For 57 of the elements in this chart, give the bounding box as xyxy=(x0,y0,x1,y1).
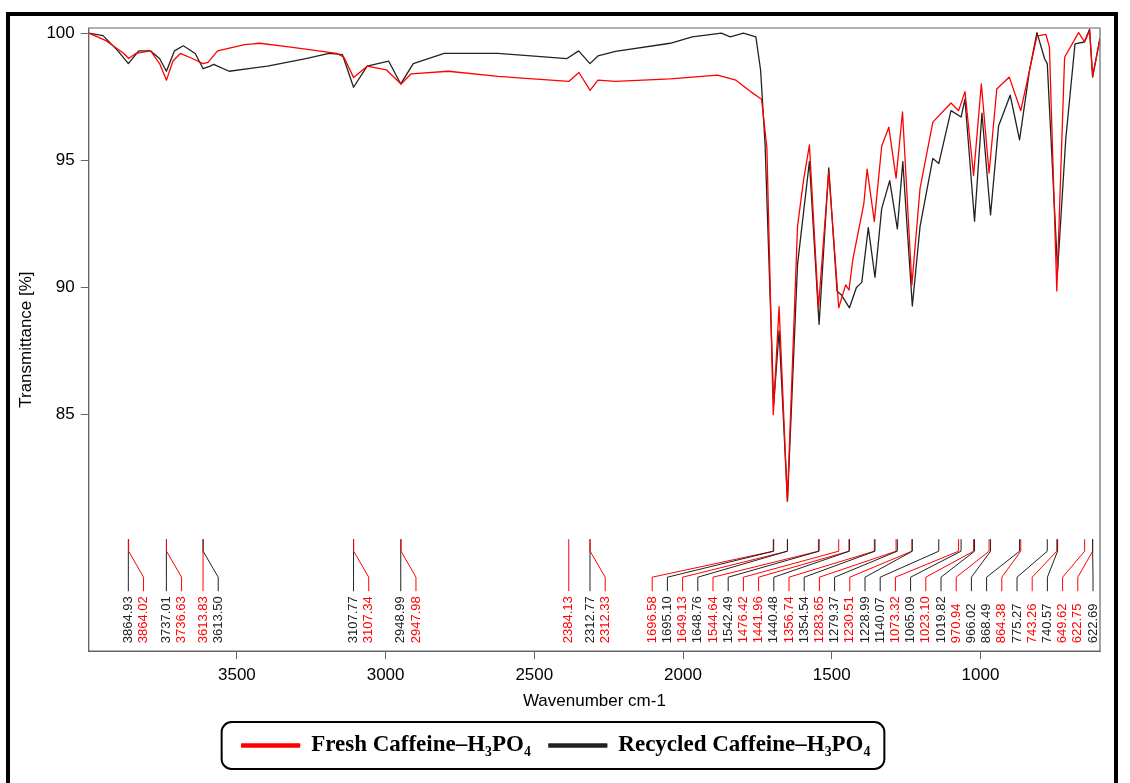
annotation: 3864.93 xyxy=(119,596,135,644)
annotation: 2947.98 xyxy=(407,596,423,644)
annotation: 1019.82 xyxy=(932,596,948,644)
annotation: 1542.49 xyxy=(719,596,735,644)
annotation: 1544.64 xyxy=(704,596,720,644)
annotation: 1065.09 xyxy=(902,596,918,644)
x-tick-label: 2500 xyxy=(515,665,554,685)
annotation: 1696.58 xyxy=(643,596,659,644)
annotation: 649.62 xyxy=(1054,603,1070,644)
annotation: 868.49 xyxy=(978,603,994,644)
annotation: 3737.01 xyxy=(157,596,173,644)
annotation: 864.38 xyxy=(993,603,1009,644)
y-tick-label: 95 xyxy=(55,149,75,169)
annotation: 1695.10 xyxy=(658,596,674,644)
y-tick-label: 100 xyxy=(46,22,75,42)
annotation: 3613.50 xyxy=(209,596,225,644)
y-tick-label: 85 xyxy=(55,404,75,424)
legend-label: Fresh Caffeine–H₃PO₄ xyxy=(311,731,531,757)
annotation: 1649.13 xyxy=(674,596,690,644)
annotation: 622.69 xyxy=(1084,603,1100,644)
annotation: 1279.37 xyxy=(826,596,842,644)
annotation: 1440.48 xyxy=(765,596,781,644)
y-tick-label: 90 xyxy=(55,277,75,297)
x-axis-title: Wavenumber cm-1 xyxy=(522,691,666,711)
annotation: 1228.99 xyxy=(856,596,872,644)
x-tick-label: 1500 xyxy=(812,665,851,685)
x-tick-label: 1000 xyxy=(961,665,1000,685)
x-tick-label: 3000 xyxy=(366,665,405,685)
annotation: 1441.96 xyxy=(750,596,766,644)
annotation: 966.02 xyxy=(962,603,978,644)
annotation: 1283.65 xyxy=(810,596,826,644)
annotation: 1648.76 xyxy=(689,596,705,644)
legend-label: Recycled Caffeine–H₃PO₄ xyxy=(618,731,871,757)
annotation: 3107.34 xyxy=(360,596,376,644)
annotation: 2384.13 xyxy=(560,596,576,644)
annotation: 1023.10 xyxy=(917,596,933,644)
annotation: 2312.33 xyxy=(596,596,612,644)
annotation: 743.26 xyxy=(1023,603,1039,644)
x-tick-label: 3500 xyxy=(217,665,256,685)
annotation: 3107.77 xyxy=(345,596,361,644)
annotation: 2312.77 xyxy=(581,596,597,644)
annotation: 1140.07 xyxy=(871,597,887,644)
annotation: 775.27 xyxy=(1008,603,1024,644)
annotation: 622.75 xyxy=(1069,603,1085,644)
annotation: 1476.42 xyxy=(734,596,750,644)
annotation: 2948.99 xyxy=(392,596,408,644)
y-axis-title: Transmittance [%] xyxy=(15,271,35,408)
annotation: 1354.54 xyxy=(795,596,811,644)
annotation: 1073.32 xyxy=(886,596,902,644)
annotation: 3864.02 xyxy=(135,596,151,644)
annotation: 1230.51 xyxy=(841,596,857,644)
annotation: 3736.63 xyxy=(173,596,189,644)
annotation: 970.94 xyxy=(947,603,963,644)
annotation: 3613.83 xyxy=(194,596,210,644)
annotation: 740.57 xyxy=(1038,603,1054,644)
x-tick-label: 2000 xyxy=(664,665,702,685)
annotation: 1356.74 xyxy=(780,596,796,644)
